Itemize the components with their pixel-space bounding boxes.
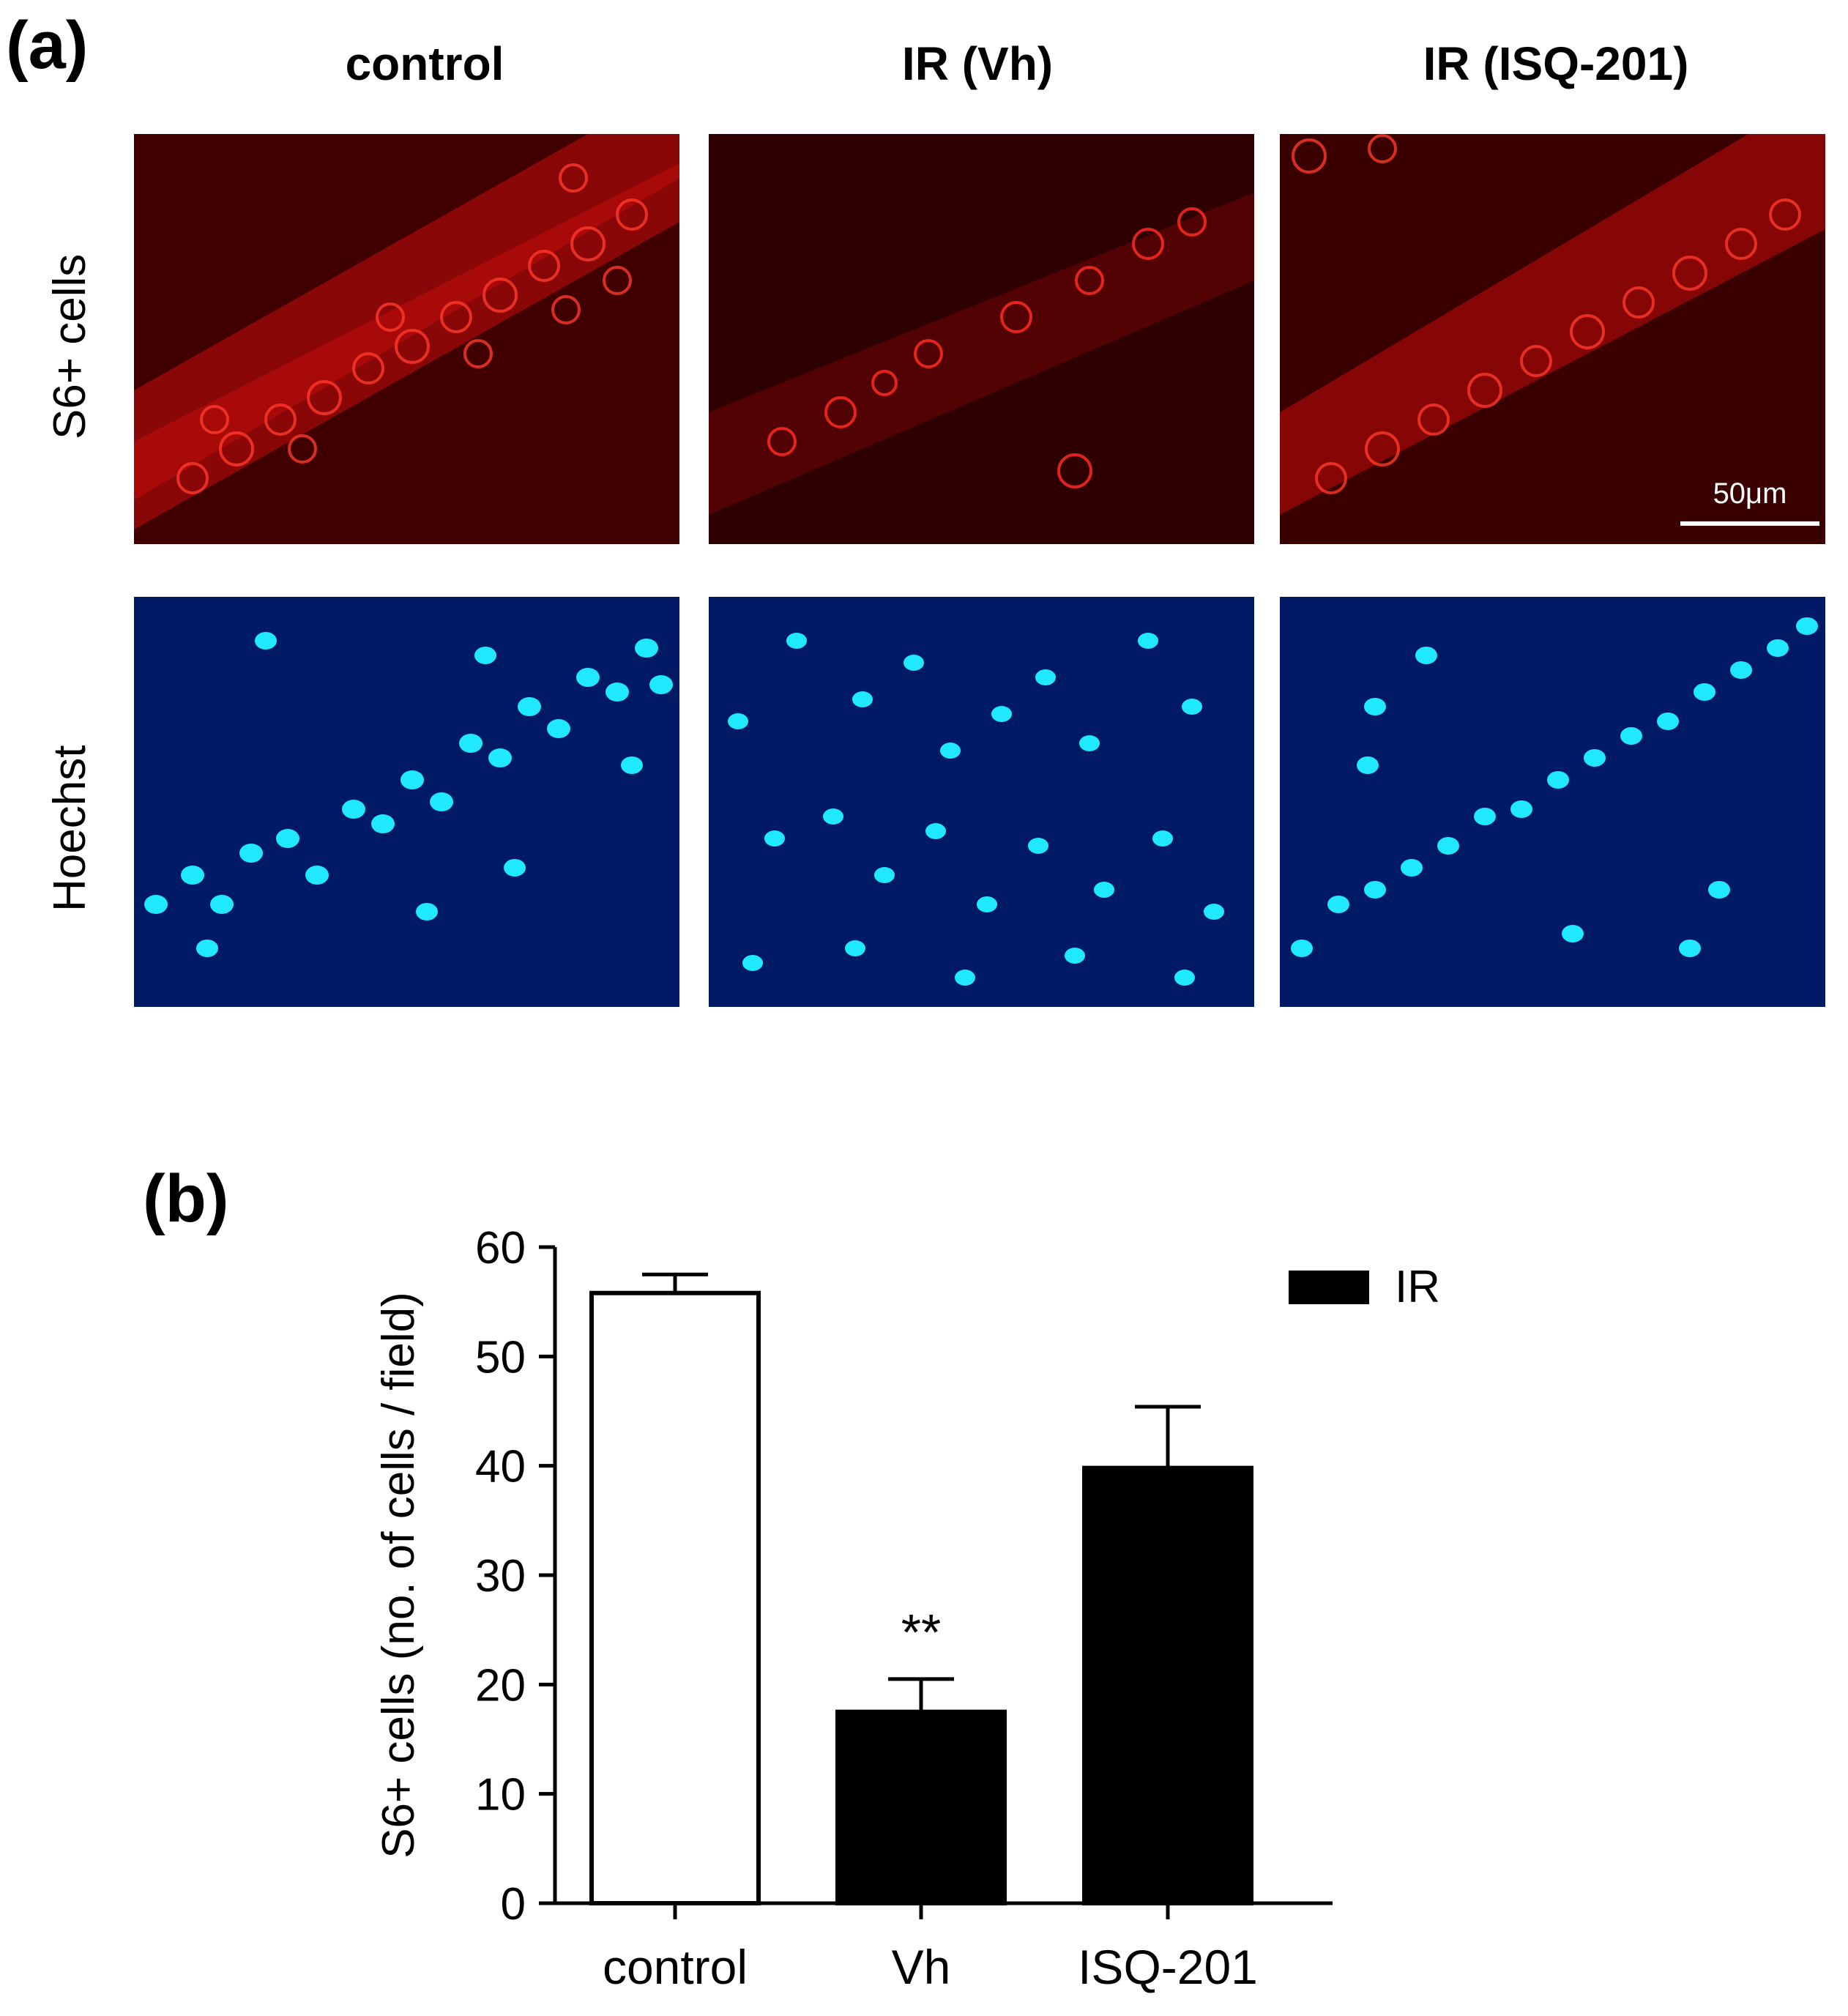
y-tick-label: 50 xyxy=(475,1332,526,1383)
micrograph-s6-control xyxy=(134,134,679,544)
micrograph-hoechst-ir-vh xyxy=(709,597,1254,1007)
y-tick-label: 20 xyxy=(475,1660,526,1711)
bar-vh xyxy=(835,1709,1007,1906)
x-tick-label: ISQ-201 xyxy=(1078,1940,1258,1994)
column-title-ir-vh: IR (Vh) xyxy=(901,37,1054,90)
bar-isq-201 xyxy=(1082,1465,1253,1905)
micrograph-hoechst-ir-isq201 xyxy=(1280,597,1825,1007)
x-tick-label: Vh xyxy=(892,1940,951,1994)
y-tick-label: 40 xyxy=(475,1442,526,1492)
panel-a-label: (a) xyxy=(6,8,89,83)
bar-chart: 0 10 20 30 40 50 60 S6+ cells (no. of cells / f… xyxy=(143,1161,1440,1994)
y-axis-label: S6+ cells (no. of cells / field) xyxy=(373,1292,424,1859)
legend-label: IR xyxy=(1395,1262,1440,1312)
row-label-hoechst: Hoechst xyxy=(45,745,95,912)
micrograph-s6-ir-isq201 xyxy=(1280,134,1825,544)
y-tick-label: 0 xyxy=(501,1879,526,1930)
scale-bar-label: 50μm xyxy=(1713,477,1787,510)
y-tick-label: 60 xyxy=(475,1223,526,1273)
y-tick-label: 10 xyxy=(475,1770,526,1820)
significance-marker: ** xyxy=(901,1604,941,1661)
x-tick-label: control xyxy=(603,1940,748,1994)
micrograph-s6-ir-vh xyxy=(709,134,1254,544)
y-tick-label: 30 xyxy=(475,1551,526,1602)
panel-b-label: (b) xyxy=(143,1161,228,1236)
bar-control xyxy=(589,1290,761,1905)
column-title-ir-isq201: IR (ISQ-201) xyxy=(1423,37,1689,90)
row-label-s6-cells: S6+ cells xyxy=(45,253,95,439)
scale-bar xyxy=(1680,521,1819,526)
column-title-control: control xyxy=(345,37,504,90)
micrograph-hoechst-control xyxy=(134,597,679,1007)
legend-swatch xyxy=(1289,1271,1369,1304)
